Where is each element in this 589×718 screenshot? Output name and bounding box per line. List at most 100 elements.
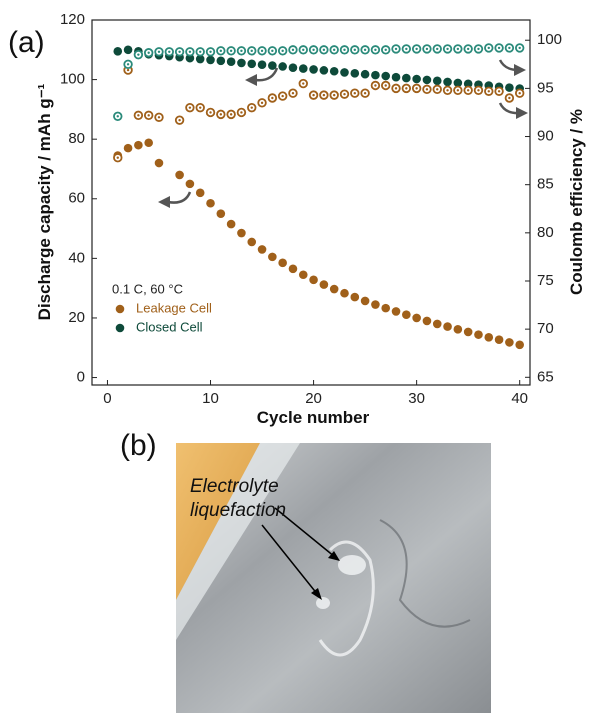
marker-dot [515, 340, 524, 350]
y-tick-label: 100 [60, 71, 85, 88]
marker-dot [360, 296, 370, 306]
x-axis-title: Cycle number [257, 408, 370, 427]
legend-label: Closed Cell [136, 319, 203, 334]
point [371, 300, 380, 309]
point [257, 98, 267, 108]
point [226, 219, 236, 229]
point [453, 324, 463, 334]
marker-center [487, 90, 490, 93]
point [277, 91, 288, 101]
marker-dot [226, 219, 236, 229]
marker-center [456, 47, 460, 51]
point [484, 43, 494, 53]
marker-dot [402, 73, 411, 83]
x-tick-label: 30 [408, 390, 425, 407]
marker-dot [371, 300, 380, 309]
marker-dot [340, 288, 349, 298]
photo-annotation: liquefaction [190, 500, 286, 521]
point [442, 85, 453, 96]
point [514, 88, 525, 98]
point [195, 102, 205, 113]
point [133, 110, 144, 121]
marker-center [178, 118, 181, 122]
point [123, 59, 133, 70]
point [350, 45, 360, 55]
point [113, 153, 123, 163]
point [401, 44, 412, 54]
point [164, 47, 174, 57]
marker-dot [443, 77, 452, 87]
marker-center [312, 48, 315, 52]
point [298, 78, 308, 89]
point [463, 85, 473, 96]
y-tick-label: 60 [68, 190, 85, 207]
point [268, 252, 277, 262]
marker-dot [257, 245, 267, 254]
marker-center [487, 46, 490, 50]
marker-dot [206, 198, 215, 208]
marker-dot [288, 264, 298, 274]
marker-center [363, 91, 367, 95]
point [143, 48, 154, 58]
point [185, 179, 195, 189]
point [237, 228, 246, 238]
marker-center [332, 93, 336, 97]
marker-center [157, 50, 161, 53]
marker-dot [115, 323, 125, 333]
marker-center [436, 88, 439, 91]
point [288, 88, 298, 98]
y2-tick-label: 95 [537, 79, 554, 96]
y-tick-label: 120 [60, 11, 85, 28]
marker-dot [134, 140, 143, 150]
y-tick-label: 80 [68, 130, 85, 147]
point [216, 46, 226, 56]
point [443, 322, 452, 331]
point [278, 62, 287, 71]
marker-dot [278, 62, 287, 71]
marker-dot [432, 319, 442, 329]
point [432, 84, 442, 95]
point [371, 70, 380, 80]
point [216, 209, 226, 218]
marker-dot [381, 71, 391, 81]
marker-dot [329, 284, 339, 294]
marker-dot [463, 79, 473, 89]
point [174, 115, 185, 125]
point [309, 65, 318, 74]
point [494, 335, 504, 345]
point [298, 45, 308, 55]
point [412, 74, 421, 84]
legend-marker [115, 304, 125, 314]
point [247, 102, 257, 113]
marker-center [116, 156, 119, 159]
point [381, 71, 391, 81]
point [463, 79, 473, 89]
marker-dot [319, 66, 329, 75]
marker-center [240, 111, 243, 114]
point [205, 107, 216, 118]
marker-center [137, 53, 140, 56]
point [247, 59, 257, 69]
point [360, 88, 370, 98]
marker-center [343, 48, 346, 52]
marker-dot [298, 270, 308, 280]
photo [176, 443, 491, 713]
y2-tick-label: 100 [537, 31, 562, 48]
marker-center [199, 106, 202, 109]
point [474, 330, 483, 339]
marker-center [271, 49, 274, 53]
marker-center [405, 47, 408, 51]
marker-center [219, 49, 223, 53]
marker-dot [329, 66, 339, 76]
marker-dot [350, 69, 360, 78]
point [319, 66, 329, 75]
point [206, 198, 215, 208]
marker-center [229, 49, 233, 53]
point [123, 45, 133, 55]
point [236, 46, 247, 56]
marker-dot [175, 170, 184, 180]
point [226, 57, 236, 67]
marker-center [446, 89, 449, 92]
marker-center [147, 51, 150, 54]
marker-dot [206, 55, 215, 65]
